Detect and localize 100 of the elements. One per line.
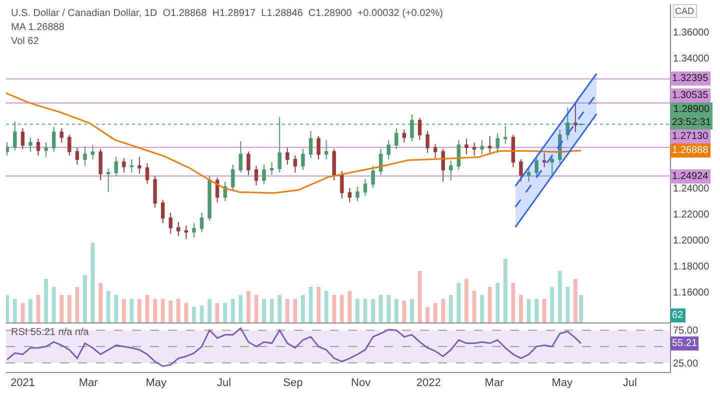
candlestick [68,134,72,156]
bar [378,294,383,324]
text: MA 1.26888 [11,22,65,33]
candlestick [200,212,204,233]
x-tick-label: Mar [484,377,504,390]
candlestick [504,126,508,144]
bar [402,300,406,324]
candlestick [75,147,80,166]
candlestick [293,155,298,173]
bar [230,298,235,324]
bar [184,302,188,324]
bar [215,302,220,324]
candlestick [378,148,383,176]
bar [558,270,562,324]
y-tick-label: 25.00 [673,358,698,370]
bar [410,298,414,324]
candlestick [114,156,118,177]
candlestick [215,177,220,203]
candlestick [208,176,212,222]
bar [6,294,10,324]
candlestick [394,128,398,150]
bar [371,298,375,324]
bar [44,278,48,324]
bar [480,294,484,324]
candlestick [286,147,290,166]
candlestick [6,142,9,156]
candlestick [145,162,150,185]
y-tick-label: 1.34000 [673,53,710,64]
candlestick [488,136,492,154]
candlestick [184,225,188,240]
candlestick [238,140,243,173]
candlestick [192,222,196,238]
bar [83,274,87,324]
ref-line-label: 1.28900 23:52:31 [672,104,712,128]
ref-line-label: 1.30535 [672,90,709,101]
candlestick [168,212,172,234]
candlestick [278,116,282,173]
y-tick-label: 1.16000 [673,288,710,299]
bar [75,286,80,324]
candlestick [402,129,406,144]
x-tick-label: Jul [622,377,637,390]
candlestick [301,148,305,170]
bar [356,298,360,324]
chart-title: U.S. Dollar / Canadian Dollar, 1D O1.28868 H1.28917 L1.28846 C1.28900 +0.00032 (+0.02%) [11,8,443,19]
bar [441,298,446,324]
bar [246,290,250,324]
y-axis-title: CAD [675,6,694,16]
y-tick-label: 1.22000 [673,210,710,221]
bar [574,278,578,324]
candlestick [356,186,360,202]
x-tick-label: Nov [351,377,372,390]
ref-line-label: 1.32395 [672,73,709,84]
candlestick [138,156,142,174]
candlestick [363,178,368,196]
line-series [6,328,582,367]
candlestick [153,176,157,208]
bar [60,294,64,324]
candlestick [472,142,476,156]
candlestick [254,165,258,186]
candlestick [231,164,235,192]
candlestick [433,143,438,159]
candlestick [36,138,40,156]
candlestick [332,148,336,181]
bar [278,294,282,324]
bar [348,290,352,324]
bar [106,290,110,324]
candlestick [106,168,110,192]
bar [138,298,142,324]
text: 62 [672,310,684,321]
x-tick-label: 2021 [10,377,35,390]
bar [192,306,196,324]
bar [153,298,157,324]
y-tick-label: 1.18000 [673,262,710,273]
candlestick [410,114,414,142]
bar [542,298,546,324]
candlestick [176,221,180,237]
bar [503,258,508,324]
line-series [6,92,582,194]
annotation: 1.26888 [672,145,709,156]
annotation: 55.21 [672,338,698,349]
candlestick [426,130,430,154]
chart-title: Vol 62 [11,36,40,47]
bar [262,298,266,324]
bar [456,282,461,324]
bar [324,290,328,324]
candlestick [449,160,453,181]
bar [114,294,118,324]
candlestick [480,139,484,155]
ref-line-label: 1.24924 [672,171,709,182]
x-tick-label: Mar [78,377,98,390]
bar [332,294,336,324]
candlestick [316,136,320,160]
x-tick-label: Jul [216,377,232,390]
x-tick-label: 2022 [416,377,441,390]
bar [208,298,212,324]
candlestick [262,164,266,185]
candlestick [90,144,95,160]
bar [579,294,583,324]
candlestick [130,158,134,173]
bar [316,286,320,324]
